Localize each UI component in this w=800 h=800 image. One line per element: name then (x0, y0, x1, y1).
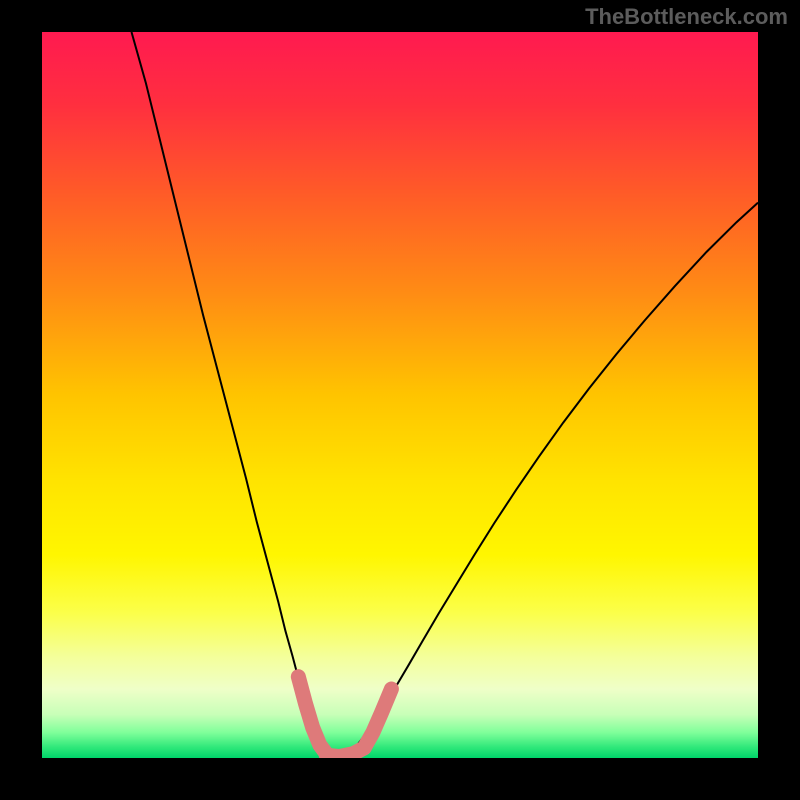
pink-right (364, 689, 391, 748)
pink-left (298, 677, 326, 754)
right-curve (334, 203, 758, 758)
plot-area (42, 32, 758, 758)
curve-layer (42, 32, 758, 758)
left-curve (132, 32, 335, 758)
chart-container: TheBottleneck.com (0, 0, 800, 800)
watermark-text: TheBottleneck.com (585, 4, 788, 30)
